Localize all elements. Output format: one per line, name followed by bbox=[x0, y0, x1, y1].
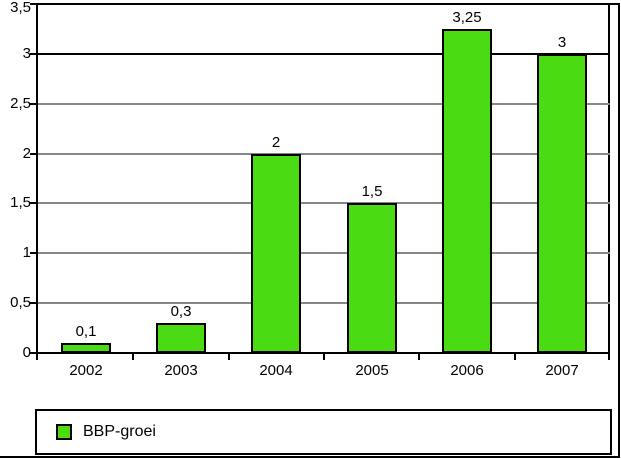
x-tick-mark bbox=[514, 353, 516, 360]
x-tick-mark bbox=[228, 353, 230, 360]
gridline bbox=[38, 252, 610, 254]
y-tick-label: 2,5 bbox=[10, 95, 31, 112]
y-tick-label: 3 bbox=[22, 45, 31, 62]
bar-value-label: 3 bbox=[557, 34, 567, 51]
bar-value-label: 0,3 bbox=[170, 303, 192, 320]
bar bbox=[442, 29, 492, 353]
legend-swatch bbox=[56, 424, 72, 440]
y-tick-mark bbox=[30, 53, 37, 55]
x-tick-label: 2003 bbox=[164, 362, 198, 379]
image-right-border bbox=[618, 3, 620, 457]
y-tick-mark bbox=[30, 153, 37, 155]
y-tick-mark bbox=[30, 252, 37, 254]
x-axis-line bbox=[30, 352, 610, 354]
bar-value-label: 3,25 bbox=[452, 9, 482, 26]
y-tick-label: 0 bbox=[22, 344, 31, 361]
y-tick-mark bbox=[30, 103, 37, 105]
x-tick-mark bbox=[132, 353, 134, 360]
plot-right-border bbox=[608, 3, 610, 360]
y-tick-mark bbox=[30, 202, 37, 204]
y-tick-label: 1 bbox=[22, 244, 31, 261]
y-tick-label: 2 bbox=[22, 145, 31, 162]
plot-top-border bbox=[36, 3, 620, 5]
y-tick-label: 0,5 bbox=[10, 294, 31, 311]
y-axis-line bbox=[36, 3, 38, 360]
bar bbox=[156, 323, 206, 353]
x-tick-label: 2005 bbox=[355, 362, 389, 379]
x-tick-mark bbox=[608, 353, 610, 360]
image-bottom-border bbox=[0, 456, 620, 458]
gridline bbox=[38, 153, 610, 155]
x-tick-label: 2007 bbox=[545, 362, 579, 379]
x-tick-mark bbox=[323, 353, 325, 360]
y-tick-label: 3,5 bbox=[10, 0, 31, 16]
legend-label: BBP-groei bbox=[83, 423, 156, 440]
bar bbox=[537, 54, 587, 353]
bar-value-label: 0,1 bbox=[75, 323, 97, 340]
x-tick-label: 2006 bbox=[450, 362, 484, 379]
gridline bbox=[38, 53, 610, 55]
bar bbox=[347, 203, 397, 353]
x-tick-mark bbox=[418, 353, 420, 360]
y-tick-label: 1,5 bbox=[10, 194, 31, 211]
bar-value-label: 2 bbox=[271, 134, 281, 151]
x-tick-label: 2004 bbox=[259, 362, 293, 379]
x-tick-label: 2002 bbox=[69, 362, 103, 379]
gridline bbox=[38, 202, 610, 204]
bar-value-label: 1,5 bbox=[361, 183, 383, 200]
y-tick-mark bbox=[30, 302, 37, 304]
y-tick-mark bbox=[30, 3, 37, 5]
bar bbox=[251, 154, 301, 353]
gridline bbox=[38, 302, 610, 304]
gridline bbox=[38, 103, 610, 105]
legend: BBP-groei bbox=[35, 409, 612, 455]
